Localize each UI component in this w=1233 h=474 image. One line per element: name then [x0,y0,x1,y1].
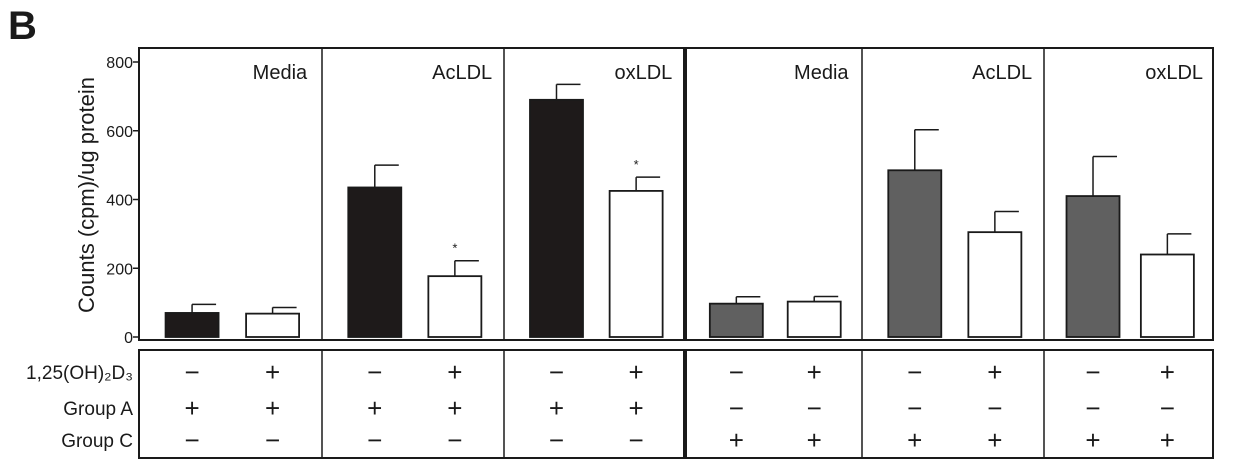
table-sign: + [184,393,199,423]
table-sign: + [907,425,922,455]
table-sign: − [907,357,922,387]
group-label: Media [794,62,849,84]
bar [427,275,483,338]
table-sign: + [807,425,822,455]
table-sign: − [807,393,822,423]
table-sign: − [907,393,922,423]
table-sign: + [987,425,1002,455]
table-frame [138,349,1214,459]
bar [1065,195,1121,338]
table-sign: − [549,357,564,387]
table-sign: − [1160,393,1175,423]
bar [967,231,1023,338]
y-axis-label: Counts (cpm)/ug protein [74,77,99,313]
table-sign: + [367,393,382,423]
group-label: oxLDL [1145,62,1203,84]
table-sign: − [265,425,280,455]
table-sign: − [447,425,462,455]
group-label: AcLDL [432,62,492,84]
table-sign: − [987,393,1002,423]
table-sign: − [549,425,564,455]
table-row-label: 1,25(OH)₂D₃ [26,363,133,384]
y-tick-label: 800 [106,55,133,72]
bar [608,190,664,338]
table-sign: − [1085,357,1100,387]
table-row-label: Group A [63,399,133,420]
table-sign: − [184,357,199,387]
bar [245,312,300,338]
significance-star: * [452,241,457,256]
bar [887,169,943,338]
table-sign: + [549,393,564,423]
table-sign: + [729,425,744,455]
plot-frame [138,47,1214,341]
bar [529,98,584,338]
table-sign: + [1160,357,1175,387]
table-sign: + [447,393,462,423]
table-sign: + [629,357,644,387]
table-sign: − [184,425,199,455]
group-label: AcLDL [972,62,1032,84]
y-tick-label: 600 [106,124,133,141]
significance-star: * [634,157,639,172]
table-sign: − [729,393,744,423]
bar [1139,253,1195,338]
table-sign: + [1085,425,1100,455]
table-sign: − [367,357,382,387]
table-sign: + [807,357,822,387]
y-tick-label: 400 [106,193,133,210]
panel-letter: B [8,4,37,48]
bar [164,312,220,338]
table-sign: + [447,357,462,387]
table-sign: + [265,357,280,387]
bar [347,186,403,338]
table-sign: − [629,425,644,455]
table-sign: − [1085,393,1100,423]
table-sign: + [987,357,1002,387]
group-label: Media [253,62,308,84]
table-sign: + [629,393,644,423]
table-sign: + [1160,425,1175,455]
y-tick-label: 0 [124,330,133,347]
bar [708,302,764,338]
y-tick-label: 200 [106,261,133,278]
table-sign: + [265,393,280,423]
table-row-label: Group C [61,431,133,452]
table-sign: − [367,425,382,455]
table-sign: − [729,357,744,387]
group-label: oxLDL [614,62,672,84]
bar [786,300,842,338]
